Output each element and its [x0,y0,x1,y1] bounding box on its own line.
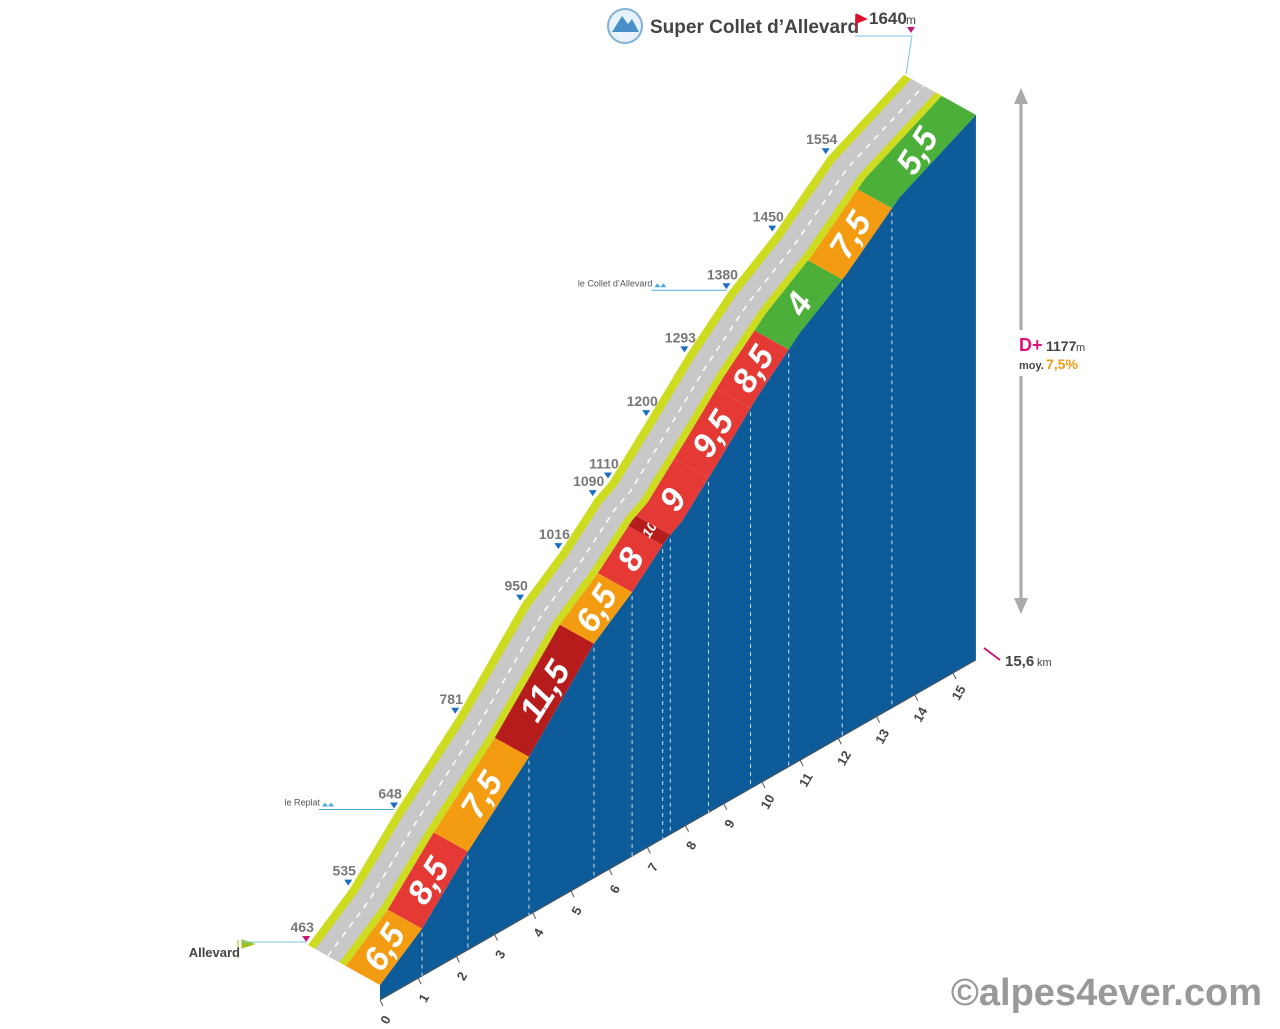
x-tick-label: 4 [530,925,547,939]
gain-label: D+ [1019,335,1043,355]
place-name: le Replat [285,798,321,808]
elevation-marker [821,148,830,155]
summit-unit: m [906,13,916,27]
start-flag [237,939,256,958]
elevation-label: 648 [378,786,402,802]
elevation-marker [516,594,525,601]
logo-mountain [612,16,639,32]
x-tick [837,738,842,745]
x-tick [723,803,728,811]
x-tick-label: 0 [377,1013,394,1024]
avg-label: moy. [1019,360,1044,372]
x-tick-label: 10 [757,792,777,812]
elevation-marker [768,225,777,232]
gradient-segment [716,330,789,409]
x-tick-label: 7 [645,860,662,874]
x-tick-label: 13 [872,726,892,746]
gradient-segment [754,260,843,350]
elevation-marker [451,707,460,714]
elevation-marker [302,936,311,942]
elevation-label: 950 [504,578,528,594]
gradient-segment [636,458,709,535]
gradient-segment [808,189,892,280]
x-tick-label: 3 [492,947,509,961]
gradient-segment [628,515,671,546]
summit-flag [855,13,868,30]
x-tick [952,672,957,680]
start-name: Allevard [189,945,240,960]
place-icon [322,802,335,807]
elevation-label: 1380 [707,266,738,282]
x-tick [876,716,881,723]
summit-elevation: 1640 [869,9,907,28]
elevation-marker [642,410,651,417]
credit: ©alpes4ever.com [951,972,1262,1014]
x-tick [685,825,690,832]
x-tick [570,890,575,898]
x-tick [608,868,613,876]
x-tick [494,934,499,941]
x-tick [761,781,766,789]
gradient-segment [559,573,633,644]
x-tick-label: 1 [415,991,432,1005]
elevation-label: 1090 [573,473,604,489]
x-tick-label: 12 [834,748,854,768]
summit-leader [855,35,913,74]
road-centerline [327,85,925,957]
place-name: le Collet d’Allevard [578,278,653,288]
gradient-segment [387,832,468,929]
x-tick [455,956,460,963]
gradient-segment [494,624,594,757]
gradient-segment [674,389,751,478]
distance-tick [983,647,1001,661]
elevation-label: 1554 [806,131,837,147]
gradient-segment [857,95,976,209]
elevation-marker [344,879,353,886]
elevation-label: 1110 [589,455,619,471]
elevation-marker [722,283,731,290]
elevation-marker [390,802,399,809]
x-tick-label: 15 [948,683,968,703]
elevation-label: 1293 [665,329,696,345]
place-icon [654,283,667,288]
elevation-label: 1450 [753,209,784,225]
gain-value: 1177 [1046,338,1077,354]
profile-body [380,114,976,1001]
distance-value: 15,6 [1005,653,1034,670]
elevation-label: 1200 [627,393,658,409]
road [315,78,936,963]
x-tick-label: 14 [910,704,931,725]
elevation-label: 535 [333,863,357,879]
x-tick [646,847,651,854]
gradient-segment [597,526,663,593]
chart-title: Super Collet d’Allevard [650,17,859,38]
elevation-label: 1016 [539,526,570,542]
x-tick [914,694,919,702]
x-tick [379,999,384,1007]
elevation-marker [554,543,563,550]
x-tick [799,759,804,767]
x-tick-label: 8 [683,838,700,852]
elevation-marker [588,490,597,497]
gradient-segment [345,909,423,985]
elevation-label: 463 [291,919,315,935]
gain-unit: m [1076,342,1085,354]
avg-value: 7,5% [1046,356,1078,372]
x-tick-label: 2 [454,969,471,983]
gradient-segment [433,737,529,852]
x-tick-label: 11 [796,770,816,789]
elevation-marker [603,472,612,479]
elevation-label: 781 [440,691,464,707]
x-tick [417,977,422,985]
elevation-marker [680,346,689,353]
summit-marker [907,27,915,33]
x-tick-label: 9 [721,817,738,831]
x-tick-label: 6 [606,882,623,896]
gain-box [1010,330,1090,376]
x-tick [532,912,537,920]
distance-unit: km [1037,657,1052,669]
x-tick-label: 5 [568,904,585,918]
